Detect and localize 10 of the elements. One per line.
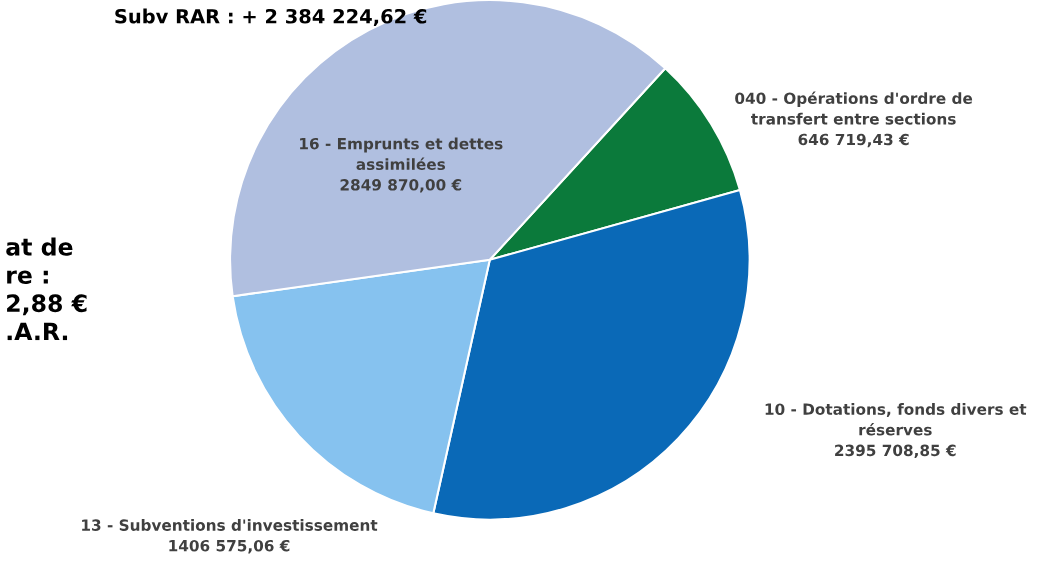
data-label: 2849 870,00 € — [340, 179, 462, 193]
slice-label: 13 - Subventions d'investissement — [82, 519, 378, 531]
text: Subv RAR : + 2 384 224,62 € — [115, 8, 427, 27]
data-label: 646 719,43 € — [798, 133, 909, 148]
text: at de re : 2,88 € .A.R. — [6, 237, 87, 341]
data-label: 1406 575,06 € — [169, 539, 290, 554]
data-label: 2395 708,85 € — [835, 444, 956, 459]
slice-label: 16 - Emprunts et dettes assimilées — [300, 137, 503, 171]
slice-label: 10 - Dotations, fonds divers et réserves — [765, 403, 1027, 436]
slice-label: 040 - Opérations d'ordre de transfert entre sections — [735, 91, 973, 125]
